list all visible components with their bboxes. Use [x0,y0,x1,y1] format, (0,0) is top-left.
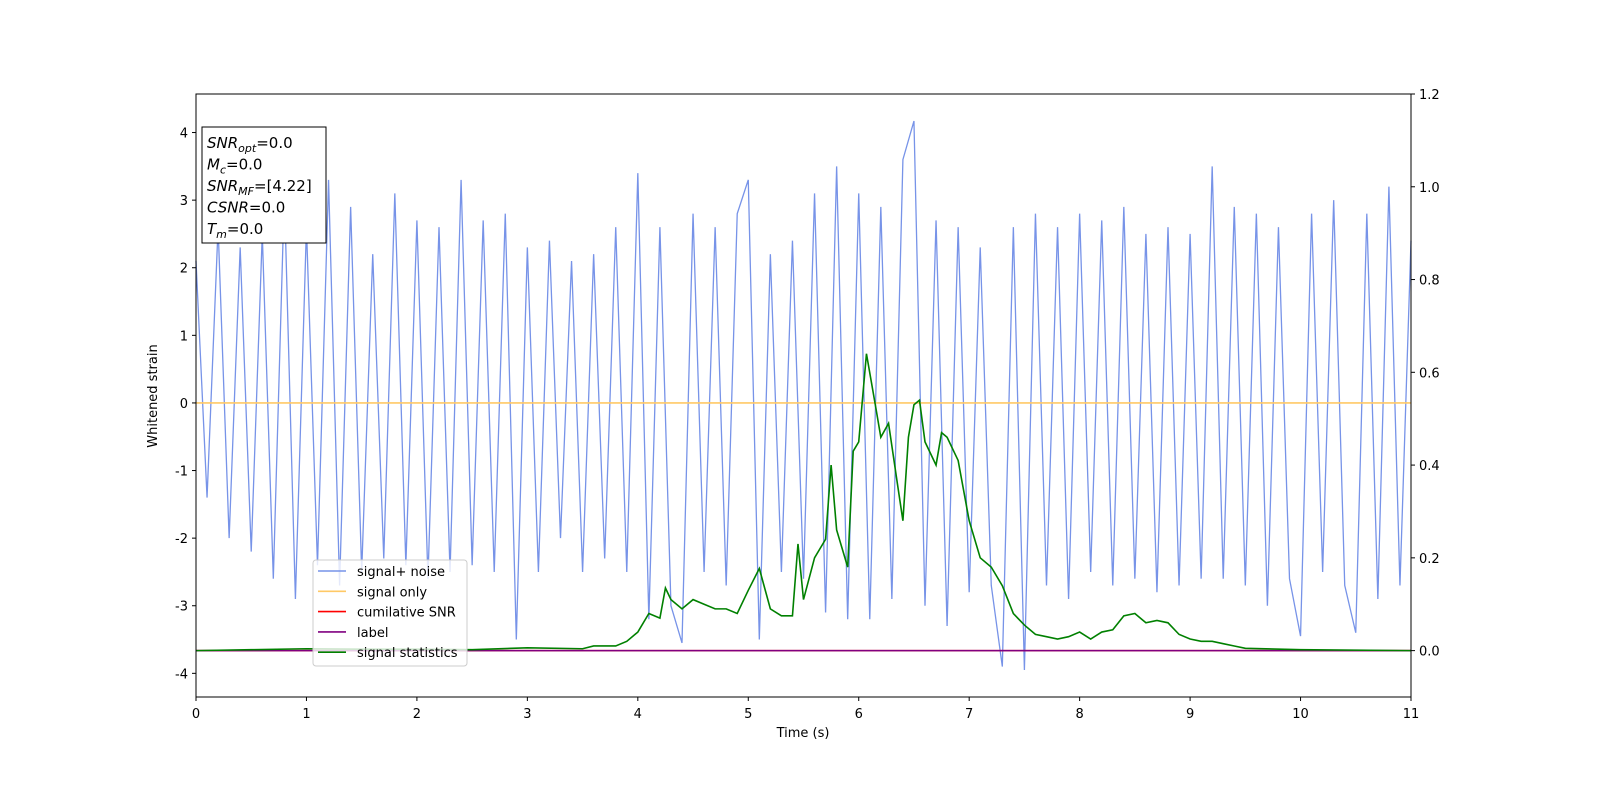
series-line [195,353,1412,652]
legend-label: signal only [357,585,427,600]
y2-tick-label: 0.2 [1419,552,1440,567]
x-tick-label: 6 [855,707,863,722]
legend-frame [312,559,468,667]
annotation-subscript: c [220,164,226,177]
annotation-value: =[4.22] [254,177,312,195]
plot-frame [195,93,1412,698]
x-tick-label: 4 [634,707,642,722]
legend-label: signal+ noise [357,565,445,580]
annotation-symbol: SNR [207,177,238,195]
x-tick-label: 11 [1403,707,1420,722]
y2-tick-label: 0.4 [1419,459,1440,474]
y-axis-label: Whitened strain [146,344,161,447]
annotation-line: SNRMF=[4.22] [207,177,312,198]
y-tick-label: 2 [180,262,188,277]
x-tick-label: 1 [302,707,310,722]
annotation-symbol: CSNR [207,199,249,217]
annotation-value: =0.0 [249,199,285,217]
annotation-symbol: SNR [207,134,238,152]
annotation-subscript: opt [238,142,257,155]
y-tick-label: -4 [175,667,188,682]
y-tick-label: -1 [175,465,188,480]
annotation-symbol: M [207,156,220,174]
x-tick-label: 7 [965,707,973,722]
x-tick-label: 0 [192,707,200,722]
x-tick-label: 5 [744,707,752,722]
x-tick-label: 10 [1292,707,1309,722]
x-axis-label: Time (s) [776,726,830,741]
y-tick-label: 3 [180,194,188,209]
x-tick-label: 9 [1186,707,1194,722]
y2-tick-label: 1.2 [1419,88,1440,103]
legend: signal+ noise signal only cumilative SNR la… [312,559,468,667]
legend-label: signal statistics [357,646,458,661]
y-tick-label: 1 [180,329,188,344]
y2-tick-label: 0.6 [1419,366,1440,381]
annotation-subscript: MF [238,185,254,198]
y-tick-label: -2 [175,532,188,547]
y-tick-label: 0 [180,397,188,412]
y2-tick-label: 0.8 [1419,274,1440,289]
x-tick-label: 8 [1075,707,1083,722]
x-tick-label: 2 [413,707,421,722]
annotation-line: Mc=0.0 [207,156,262,177]
annotation-value: =0.0 [256,134,292,152]
annotation-line: Tm=0.0 [207,220,263,241]
annotation-value: =0.0 [227,220,263,238]
legend-label: label [357,626,388,641]
annotation-box: SNRopt=0.0Mc=0.0SNRMF=[4.22]CSNR=0.0Tm=0… [201,126,327,244]
legend-label: cumilative SNR [357,606,456,621]
y-tick-label: -3 [175,600,188,615]
y2-tick-label: 0.0 [1419,645,1440,660]
annotation-symbol: T [207,220,218,238]
series-line [195,120,1412,670]
y-tick-label: 4 [180,127,188,142]
annotation-subscript: m [216,228,227,241]
annotation-frame [201,126,327,244]
annotation-line: SNRopt=0.0 [207,134,293,155]
annotation-line: CSNR=0.0 [207,199,285,217]
annotation-value: =0.0 [226,156,262,174]
x-tick-label: 3 [523,707,531,722]
y2-tick-label: 1.0 [1419,181,1440,196]
